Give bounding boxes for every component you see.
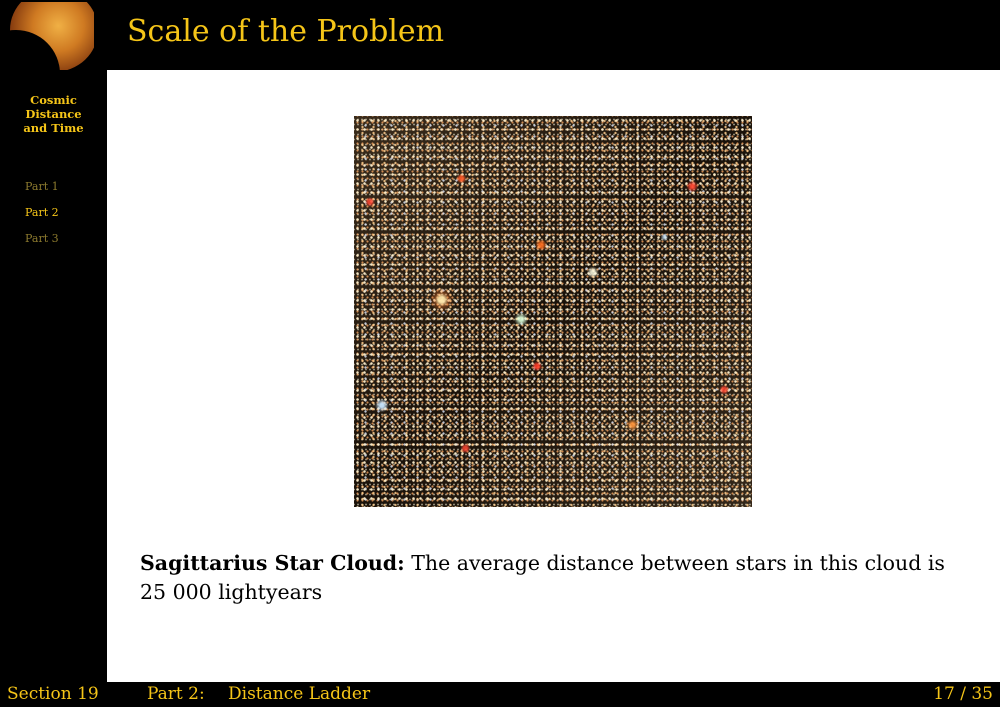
sidebar-item-part-1[interactable]: Part 1 (25, 180, 59, 193)
sidebar-item-part-3[interactable]: Part 3 (25, 232, 59, 245)
presentation-title-line: Cosmic (30, 93, 77, 107)
caption-text: The average distance between stars in th… (411, 551, 945, 575)
sidebar-item-part-2[interactable]: Part 2 (25, 206, 59, 219)
caption-value: 25 000 lightyears (140, 580, 323, 604)
slide-title: Scale of the Problem (127, 14, 445, 49)
presentation-title-line: Distance (25, 107, 82, 121)
sidebar: Cosmic Distance and Time Part 1 Part 2 P… (0, 70, 107, 682)
footer-part: Part 2: (147, 684, 205, 704)
presentation-title[interactable]: Cosmic Distance and Time (0, 93, 107, 135)
presentation-title-line: and Time (23, 121, 84, 135)
caption-title: Sagittarius Star Cloud: (140, 551, 405, 575)
star-cloud-image (354, 116, 752, 507)
header-bar: Scale of the Problem (0, 0, 1000, 70)
eclipse-logo-icon (8, 2, 94, 70)
caption: Sagittarius Star Cloud: The average dist… (140, 549, 970, 607)
footer-bar: Section 19 Part 2: Distance Ladder 17 / … (0, 682, 1000, 707)
slide-content: Sagittarius Star Cloud: The average dist… (107, 70, 1000, 682)
footer-section: Section 19 (7, 684, 99, 704)
page-number: 17 / 35 (933, 684, 993, 704)
footer-part-title: Distance Ladder (228, 684, 371, 704)
